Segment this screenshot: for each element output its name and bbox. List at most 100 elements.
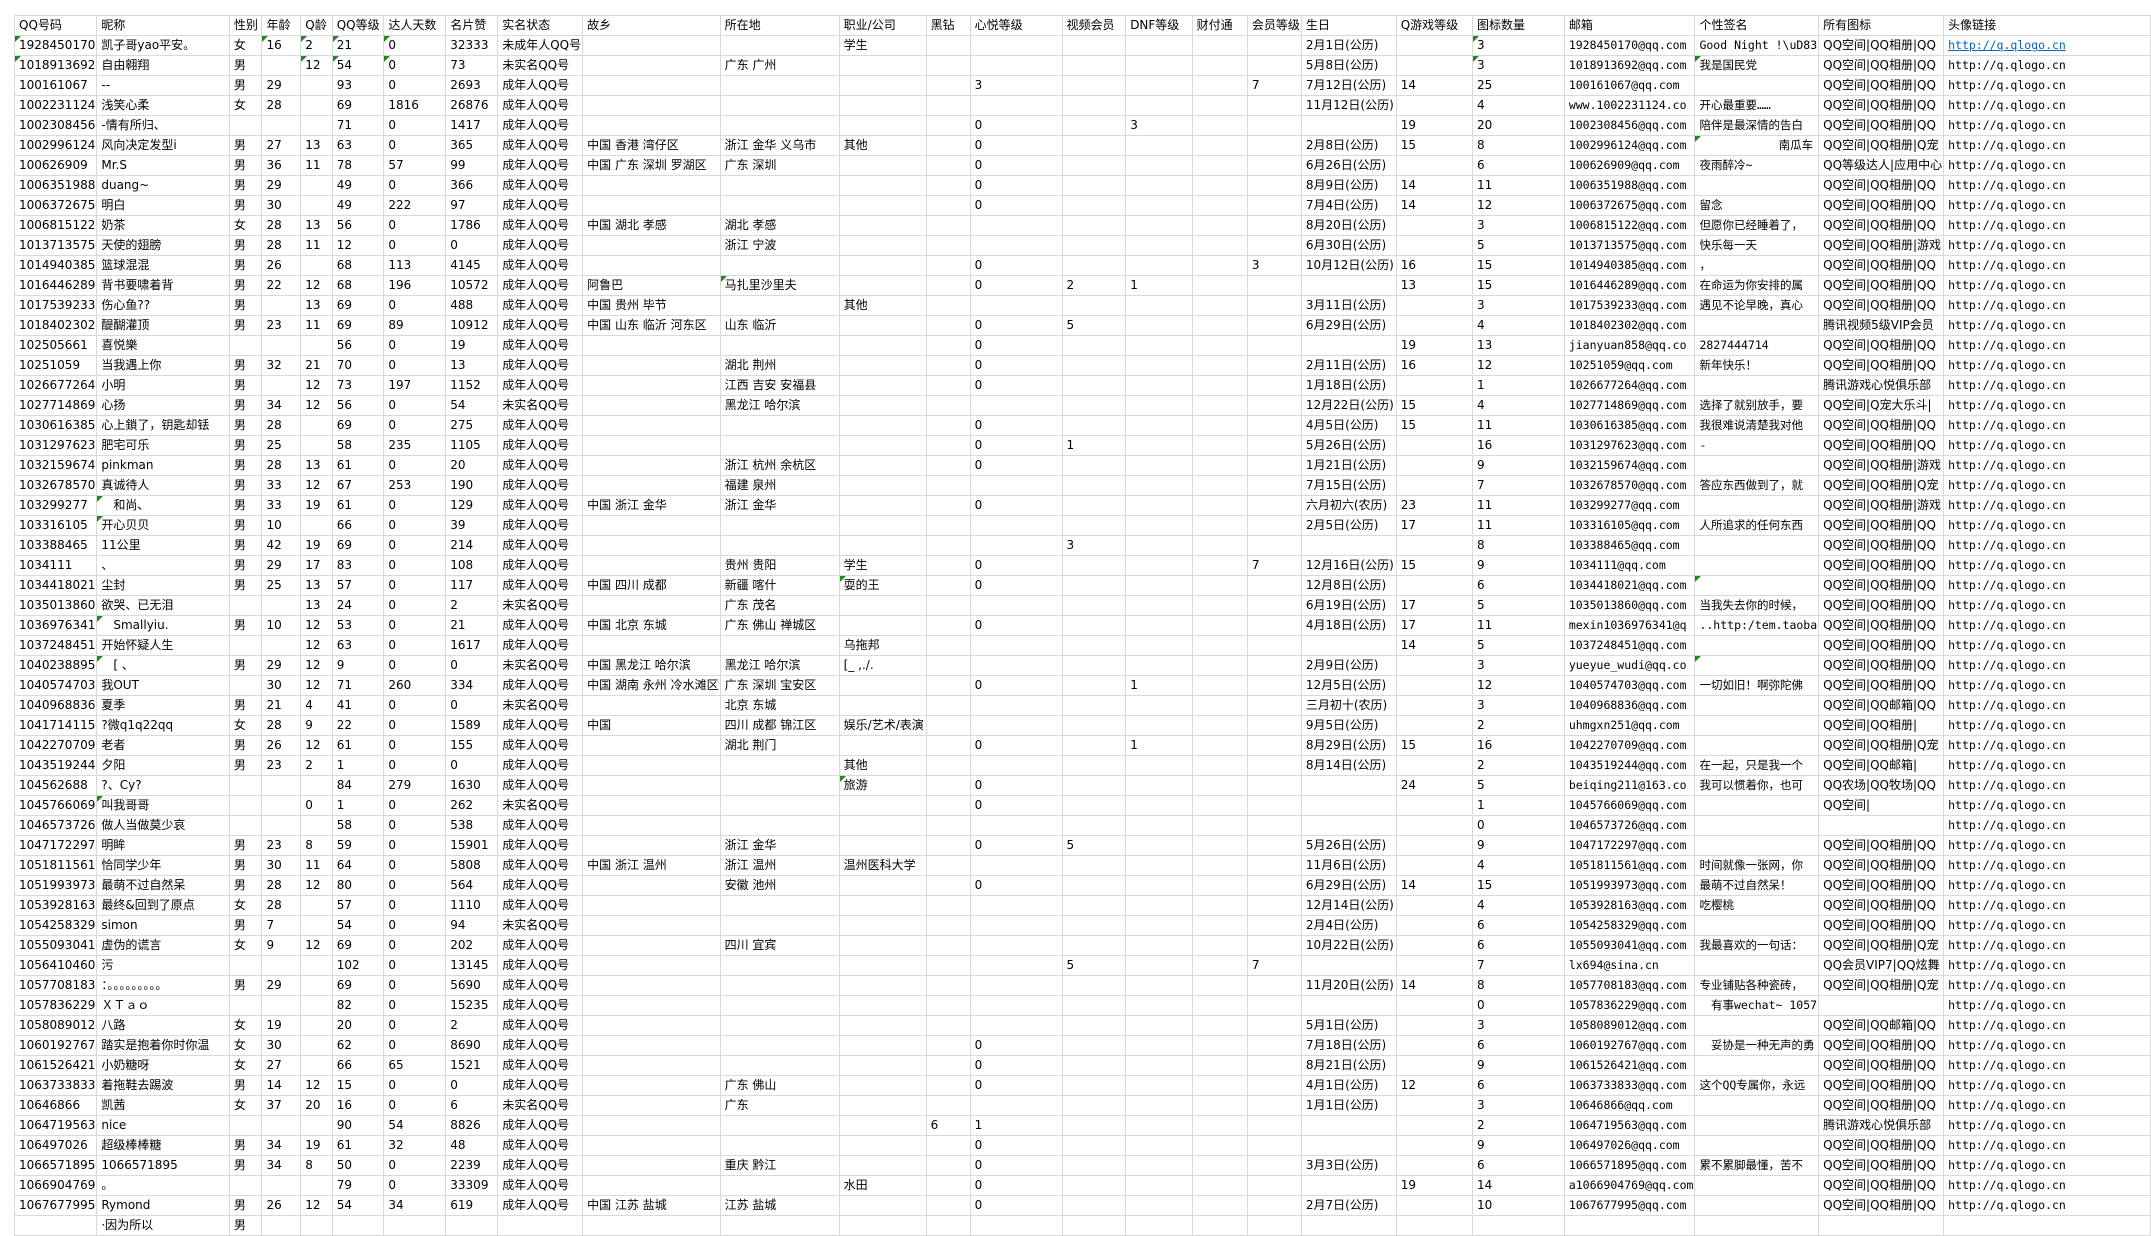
cell-member[interactable] [1246, 915, 1302, 936]
cell-qqlevel[interactable]: 69 [331, 535, 385, 556]
cell-allicons[interactable]: QQ空间|QQ相册|QQ [1818, 895, 1945, 916]
cell-birthday[interactable] [1300, 1115, 1397, 1136]
cell-allicons[interactable]: QQ空间|QQ相册|QQ [1818, 515, 1945, 536]
cell-qgame[interactable]: 17 [1395, 595, 1473, 616]
cell-qq[interactable]: 1017539233 [13, 295, 98, 316]
cell-birthday[interactable]: 10月12日(公历) [1300, 255, 1397, 276]
cell-age[interactable]: 23 [261, 835, 302, 856]
cell-hometown[interactable] [582, 375, 721, 396]
cell-email[interactable]: 103299277@qq.com [1563, 495, 1696, 516]
cell-qage[interactable] [300, 195, 333, 216]
cell-avatar[interactable]: http://q.qlogo.cn [1943, 735, 2151, 756]
cell-nick[interactable]: Smallyiu. [96, 615, 230, 636]
cell-sign[interactable]: Good Night !\uD83 [1694, 35, 1820, 56]
cell-xinyue[interactable] [969, 515, 1063, 536]
cell-zan[interactable]: 39 [445, 515, 499, 536]
cell-heizuan[interactable] [925, 135, 971, 156]
cell-dnf[interactable] [1125, 155, 1193, 176]
cell-heizuan[interactable] [925, 175, 971, 196]
cell-qage[interactable]: 20 [300, 1095, 333, 1116]
cell-caifutong[interactable] [1191, 255, 1248, 276]
cell-daren[interactable]: 260 [383, 675, 447, 696]
cell-dnf[interactable] [1125, 515, 1193, 536]
cell-sign[interactable] [1694, 1055, 1820, 1076]
cell-nick[interactable]: 风向决定发型i [96, 135, 230, 156]
cell-sign[interactable]: 累不累脚最懂，苦不 [1694, 1155, 1820, 1176]
cell-avatar[interactable]: http://q.qlogo.cn [1943, 575, 2151, 596]
cell-qqlevel[interactable]: 63 [331, 635, 385, 656]
cell-daren[interactable]: 0 [383, 595, 447, 616]
cell-xinyue[interactable]: 0 [969, 1055, 1063, 1076]
cell-icons[interactable]: 20 [1471, 115, 1565, 136]
cell-daren[interactable]: 0 [383, 935, 447, 956]
cell-realname[interactable]: 成年人QQ号 [497, 1055, 584, 1076]
cell-qage[interactable] [300, 955, 333, 976]
cell-avatar[interactable]: http://q.qlogo.cn [1943, 255, 2151, 276]
cell-zan[interactable]: 10912 [445, 315, 499, 336]
cell-email[interactable]: 1030616385@qq.com [1563, 415, 1696, 436]
cell-sex[interactable] [228, 995, 263, 1016]
cell-video[interactable] [1061, 715, 1127, 736]
cell-birthday[interactable]: 8月21日(公历) [1300, 1055, 1397, 1076]
cell-member[interactable] [1246, 1155, 1302, 1176]
cell-age[interactable]: 33 [261, 475, 302, 496]
cell-sign[interactable] [1694, 1195, 1820, 1216]
cell-qgame[interactable]: 14 [1395, 75, 1473, 96]
cell-avatar[interactable]: http://q.qlogo.cn [1943, 775, 2151, 796]
cell-caifutong[interactable] [1191, 595, 1248, 616]
cell-caifutong[interactable] [1191, 1095, 1248, 1116]
cell-sign[interactable] [1694, 495, 1820, 516]
cell-allicons[interactable]: QQ空间|QQ相册|QQ [1818, 675, 1945, 696]
cell-nick[interactable]: 背书要啸着背 [96, 275, 230, 296]
cell-qqlevel[interactable]: 59 [331, 835, 385, 856]
cell-birthday[interactable]: 10月22日(公历) [1300, 935, 1397, 956]
cell-sign[interactable]: 妥协是一种无声的勇 [1694, 1035, 1820, 1056]
cell-qage[interactable] [300, 975, 333, 996]
cell-realname[interactable]: 成年人QQ号 [497, 635, 584, 656]
cell-icons[interactable]: 3 [1471, 55, 1565, 76]
cell-age[interactable]: 7 [261, 915, 302, 936]
cell-qgame[interactable] [1395, 755, 1473, 776]
cell-daren[interactable]: 89 [383, 315, 447, 336]
cell-allicons[interactable]: QQ空间|QQ相册|QQ [1818, 535, 1945, 556]
cell-sex[interactable]: 女 [228, 215, 263, 236]
cell-zan[interactable]: 275 [445, 415, 499, 436]
cell-dnf[interactable] [1125, 595, 1193, 616]
cell-sex[interactable]: 男 [228, 1135, 263, 1156]
cell-caifutong[interactable] [1191, 1175, 1248, 1196]
cell-heizuan[interactable] [925, 375, 971, 396]
cell-hometown[interactable] [582, 195, 721, 216]
cell-caifutong[interactable] [1191, 955, 1248, 976]
cell-hometown[interactable]: 中国 浙江 温州 [582, 855, 721, 876]
cell-hometown[interactable] [582, 415, 721, 436]
cell-hometown[interactable] [582, 55, 721, 76]
cell-qqlevel[interactable]: 54 [331, 55, 385, 76]
cell-heizuan[interactable] [925, 1195, 971, 1216]
cell-icons[interactable]: 8 [1471, 535, 1565, 556]
cell-member[interactable] [1246, 1075, 1302, 1096]
cell-age[interactable]: 28 [261, 215, 302, 236]
cell-heizuan[interactable] [925, 675, 971, 696]
cell-qgame[interactable]: 16 [1395, 355, 1473, 376]
cell-heizuan[interactable] [925, 1175, 971, 1196]
cell-allicons[interactable]: QQ空间|QQ相册|游戏 [1818, 455, 1945, 476]
cell-qgame[interactable] [1395, 455, 1473, 476]
cell-job[interactable] [838, 55, 927, 76]
cell-qage[interactable]: 13 [300, 295, 333, 316]
cell-zan[interactable]: 13145 [445, 955, 499, 976]
cell-email[interactable]: 1051811561@qq.com [1563, 855, 1696, 876]
cell-heizuan[interactable] [925, 195, 971, 216]
cell-email[interactable]: 1055093041@qq.com [1563, 935, 1696, 956]
cell-caifutong[interactable] [1191, 355, 1248, 376]
column-header-birthday[interactable]: 生日 [1300, 15, 1397, 36]
cell-age[interactable]: 16 [261, 35, 302, 56]
cell-member[interactable] [1246, 1035, 1302, 1056]
cell-zan[interactable]: 117 [445, 575, 499, 596]
cell-sign[interactable]: 一切如旧！啊弥陀佛 [1694, 675, 1820, 696]
cell-birthday[interactable]: 8月29日(公历) [1300, 735, 1397, 756]
cell-sign[interactable]: 最萌不过自然呆！ [1694, 875, 1820, 896]
cell-hometown[interactable]: 中国 北京 东城 [582, 615, 721, 636]
cell-dnf[interactable] [1125, 935, 1193, 956]
cell-qage[interactable] [300, 995, 333, 1016]
cell-job[interactable] [838, 455, 927, 476]
